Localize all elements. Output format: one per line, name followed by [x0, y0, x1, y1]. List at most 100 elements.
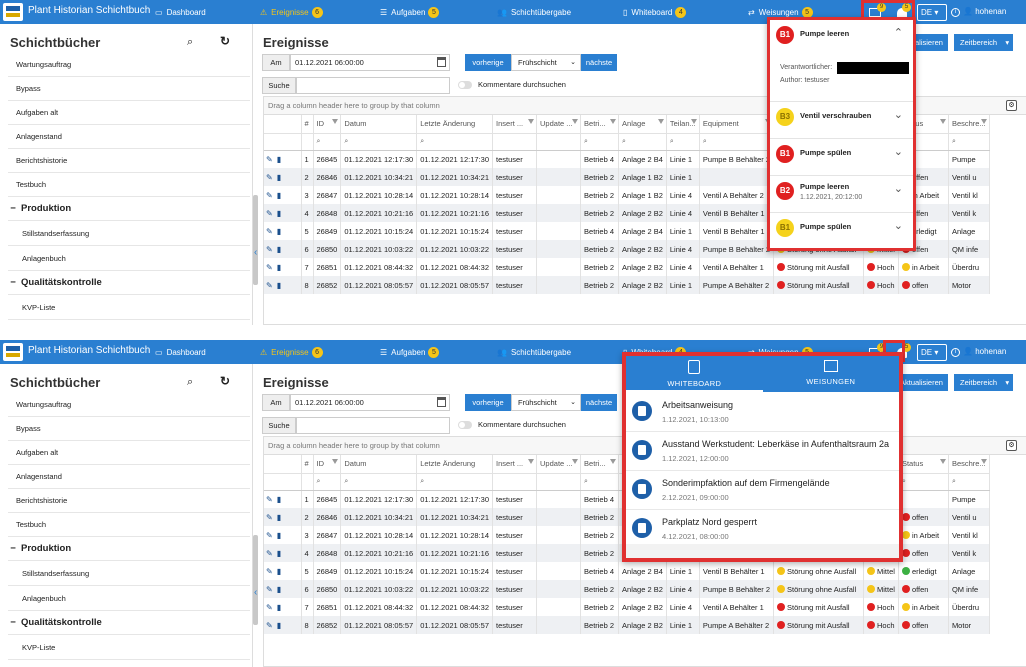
column-header[interactable] [264, 115, 302, 134]
sidebar-subitem[interactable]: KVP-Liste [8, 295, 250, 320]
column-chooser-icon[interactable]: ⚙ [1006, 440, 1017, 451]
nav-ereignisse[interactable]: ⚠ Ereignisse 6 [260, 344, 323, 360]
sidebar-item[interactable]: Bypass [8, 417, 250, 441]
delete-trash-icon[interactable]: ▮ [276, 208, 282, 218]
delete-trash-icon[interactable]: ▮ [276, 530, 282, 540]
edit-pencil-icon[interactable]: ✎ [266, 208, 273, 218]
column-header[interactable]: Betri... [580, 455, 620, 474]
chevron-up-icon[interactable]: ⌃ [893, 27, 903, 39]
comments-search-toggle[interactable] [458, 81, 472, 89]
info-icon[interactable]: i [951, 8, 960, 17]
chevron-down-icon[interactable]: ⌄ [893, 146, 903, 158]
notification-item[interactable]: B3 Ventil verschrauben ⌄ [770, 102, 913, 139]
column-header[interactable] [264, 455, 302, 474]
filter-funnel-icon[interactable] [980, 459, 987, 464]
delete-trash-icon[interactable]: ▮ [276, 620, 282, 630]
shift-select[interactable]: Frühschicht ⌄ [511, 394, 581, 411]
delete-trash-icon[interactable]: ▮ [276, 280, 282, 290]
column-header[interactable]: Letzte Änderung [416, 455, 494, 474]
edit-pencil-icon[interactable]: ✎ [266, 494, 273, 504]
column-header[interactable]: # [301, 115, 314, 134]
column-header[interactable]: Teilan... [666, 115, 700, 134]
column-header[interactable]: Update ... [536, 455, 582, 474]
filter-cell[interactable]: ⌕ [948, 473, 990, 491]
edit-pencil-icon[interactable]: ✎ [266, 584, 273, 594]
filter-cell[interactable]: ⌕ [666, 133, 700, 151]
mail-notifications-button[interactable]: 9 [866, 3, 888, 21]
nav-dashboard[interactable]: ▭ Dashboard [155, 344, 206, 360]
delete-trash-icon[interactable]: ▮ [276, 190, 282, 200]
sidebar-item[interactable]: Bypass [8, 77, 250, 101]
table-row[interactable]: ✎ ▮ 6 26850 01.12.2021 10:03:22 01.12.2021 10… [264, 580, 990, 598]
column-header[interactable]: Equipment [699, 115, 775, 134]
sidebar-item[interactable]: Anlagenstand [8, 465, 250, 489]
filter-cell[interactable] [536, 473, 582, 491]
nav-aufgaben[interactable]: ☰ Aufgaben 5 [380, 4, 440, 20]
filter-funnel-icon[interactable] [610, 459, 617, 464]
edit-pencil-icon[interactable]: ✎ [266, 244, 273, 254]
info-icon[interactable]: i [951, 348, 960, 357]
sidebar-item[interactable]: Anlagenstand [8, 125, 250, 149]
filter-funnel-icon[interactable] [528, 119, 535, 124]
filter-cell[interactable] [536, 133, 582, 151]
delete-trash-icon[interactable]: ▮ [276, 262, 282, 272]
filter-funnel-icon[interactable] [610, 119, 617, 124]
whiteboard-item[interactable]: Ausstand Werkstudent: Leberkäse in Aufen… [626, 433, 899, 471]
notification-item[interactable]: B1 Pumpe leeren ⌃ Verantwortlicher: Auth… [770, 20, 913, 102]
sidebar-item[interactable]: Testbuch [8, 513, 250, 537]
column-header[interactable]: Datum [340, 115, 418, 134]
notification-item[interactable]: B1 Pumpe spülen ⌄ [770, 213, 913, 248]
filter-cell[interactable]: ⌕ [699, 133, 775, 151]
edit-pencil-icon[interactable]: ✎ [266, 566, 273, 576]
column-chooser-icon[interactable]: ⚙ [1006, 100, 1017, 111]
tab-weisungen[interactable]: WEISUNGEN [763, 356, 900, 392]
delete-trash-icon[interactable]: ▮ [276, 602, 282, 612]
filter-cell[interactable]: ⌕ [416, 133, 494, 151]
filter-cell[interactable]: ⌕ [580, 473, 620, 491]
column-header[interactable]: Betri... [580, 115, 620, 134]
sidebar-group-qualitaetskontrolle[interactable]: − Qualitätskontrolle [8, 271, 250, 295]
sidebar-item[interactable]: Aufgaben alt [8, 441, 250, 465]
nav-ereignisse[interactable]: ⚠ Ereignisse 6 [260, 4, 323, 20]
edit-pencil-icon[interactable]: ✎ [266, 226, 273, 236]
filter-cell[interactable] [492, 133, 538, 151]
shift-select[interactable]: Frühschicht ⌄ [511, 54, 581, 71]
edit-pencil-icon[interactable]: ✎ [266, 190, 273, 200]
nav-schichtuebergabe[interactable]: 👥 Schichtübergabe [497, 344, 571, 360]
filter-funnel-icon[interactable] [572, 119, 579, 124]
chevron-down-icon[interactable]: ⌄ [893, 109, 903, 121]
bell-notifications-button[interactable]: 5 [893, 3, 913, 21]
sidebar-item[interactable]: Berichtshistorie [8, 149, 250, 173]
timerange-button[interactable]: Zeitbereich ▾ [954, 374, 1014, 391]
sidebar-item[interactable]: Berichtshistorie [8, 489, 250, 513]
filter-cell[interactable]: ⌕ [618, 133, 667, 151]
sidebar-subitem[interactable]: Stillstandserfassung [8, 561, 250, 586]
edit-pencil-icon[interactable]: ✎ [266, 602, 273, 612]
calendar-icon[interactable] [437, 57, 446, 67]
nav-dashboard[interactable]: ▭ Dashboard [155, 4, 206, 20]
nav-aufgaben[interactable]: ☰ Aufgaben 5 [380, 344, 440, 360]
table-row[interactable]: ✎ ▮ 8 26852 01.12.2021 08:05:57 01.12.2021 08… [264, 616, 990, 634]
filter-cell[interactable]: ⌕ [313, 133, 342, 151]
user-menu[interactable]: 👤 hohenan [963, 7, 1007, 16]
column-header[interactable]: Beschre... [948, 455, 990, 474]
delete-trash-icon[interactable]: ▮ [276, 244, 282, 254]
filter-cell[interactable]: ⌕ [416, 473, 494, 491]
search-icon[interactable]: ⌕ [187, 36, 194, 48]
column-header[interactable]: Anlage [618, 115, 667, 134]
column-header[interactable]: Update ... [536, 115, 582, 134]
sidebar-subitem[interactable]: Stillstandserfassung [8, 221, 250, 246]
comments-search-toggle[interactable] [458, 421, 472, 429]
column-header[interactable]: Insert ... [492, 115, 538, 134]
filter-funnel-icon[interactable] [939, 119, 946, 124]
filter-cell[interactable] [492, 473, 538, 491]
language-select[interactable]: DE ▾ [917, 344, 947, 361]
edit-pencil-icon[interactable]: ✎ [266, 262, 273, 272]
next-shift-button[interactable]: nächste [581, 394, 617, 411]
chevron-down-icon[interactable]: ⌄ [893, 220, 903, 232]
delete-trash-icon[interactable]: ▮ [276, 226, 282, 236]
delete-trash-icon[interactable]: ▮ [276, 172, 282, 182]
column-header[interactable]: Status [898, 455, 949, 474]
